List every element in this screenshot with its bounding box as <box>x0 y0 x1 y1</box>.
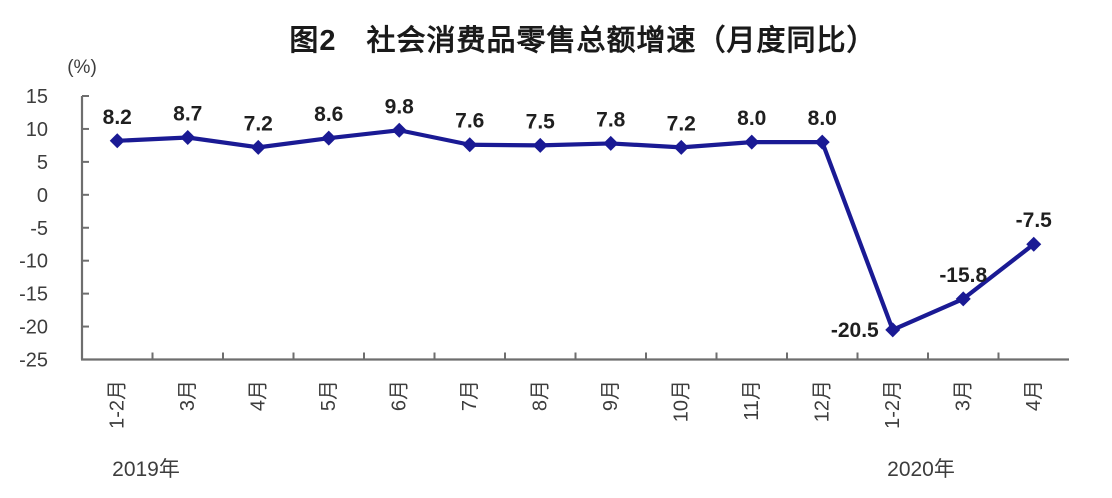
x-axis-category-label: 5月 <box>318 380 340 411</box>
x-axis-category-label: 1-2月 <box>882 380 904 429</box>
data-point-marker <box>321 130 337 146</box>
x-axis-category-label: 6月 <box>388 380 410 411</box>
data-point-marker <box>180 130 196 146</box>
data-point-marker <box>109 133 125 149</box>
data-point-label: 8.7 <box>173 103 202 126</box>
data-point-label: 8.0 <box>737 107 766 130</box>
data-point-label: 8.0 <box>808 107 837 130</box>
data-point-marker <box>1026 236 1042 252</box>
data-point-label: -20.5 <box>831 319 879 342</box>
data-point-marker <box>532 137 548 153</box>
y-axis-tick-label: 15 <box>26 86 48 108</box>
data-point-label: 7.2 <box>244 112 273 135</box>
data-point-label: 9.8 <box>385 95 415 118</box>
data-point-marker <box>462 137 478 153</box>
y-axis-tick-label: 10 <box>26 119 48 141</box>
data-point-marker <box>885 322 901 338</box>
data-point-label: 8.6 <box>314 103 343 126</box>
data-point-label: 7.8 <box>596 108 626 131</box>
x-axis-category-label: 1-2月 <box>106 380 128 429</box>
x-axis-category-label: 8月 <box>529 380 551 411</box>
data-point-marker <box>955 291 971 307</box>
data-point-marker <box>250 139 266 155</box>
x-axis-category-label: 4月 <box>1023 380 1045 411</box>
data-point-label: 8.2 <box>103 106 132 129</box>
y-axis-tick-label: -5 <box>30 218 48 240</box>
data-point-marker <box>814 134 830 150</box>
data-point-marker <box>603 135 619 151</box>
y-axis-tick-label: -15 <box>19 284 48 306</box>
x-axis-category-label: 10月 <box>670 380 692 422</box>
y-axis-tick-label: -10 <box>19 251 48 273</box>
data-point-marker <box>391 122 407 138</box>
chart-title: 图2 社会消费品零售总额增速（月度同比） <box>289 25 877 57</box>
data-point-label: 7.6 <box>455 110 484 133</box>
y-axis-tick-label: -20 <box>19 317 48 339</box>
data-point-label: 7.2 <box>667 112 696 135</box>
x-axis-category-label: 11月 <box>741 380 763 421</box>
data-point-marker <box>673 139 689 155</box>
y-axis-unit-label: (%) <box>67 57 97 78</box>
data-point-marker <box>744 134 760 150</box>
y-axis-tick-label: 0 <box>37 185 48 207</box>
x-axis-category-label: 4月 <box>247 380 269 411</box>
x-axis-category-label: 12月 <box>811 380 833 422</box>
x-axis-year-label-2019: 2019年 <box>112 458 180 481</box>
data-point-label: 7.5 <box>526 110 556 133</box>
x-axis-category-label: 3月 <box>177 380 199 411</box>
series-line <box>115 128 1036 332</box>
y-axis-tick-label: -25 <box>19 350 48 372</box>
data-point-label: -7.5 <box>1016 209 1053 232</box>
x-axis-category-label: 3月 <box>952 380 974 411</box>
x-axis-year-label-2020: 2020年 <box>887 458 955 481</box>
x-axis-category-label: 7月 <box>459 380 481 411</box>
y-axis-tick-label: 5 <box>37 152 48 174</box>
x-axis-category-label: 9月 <box>600 380 622 411</box>
data-point-label: -15.8 <box>939 264 987 287</box>
